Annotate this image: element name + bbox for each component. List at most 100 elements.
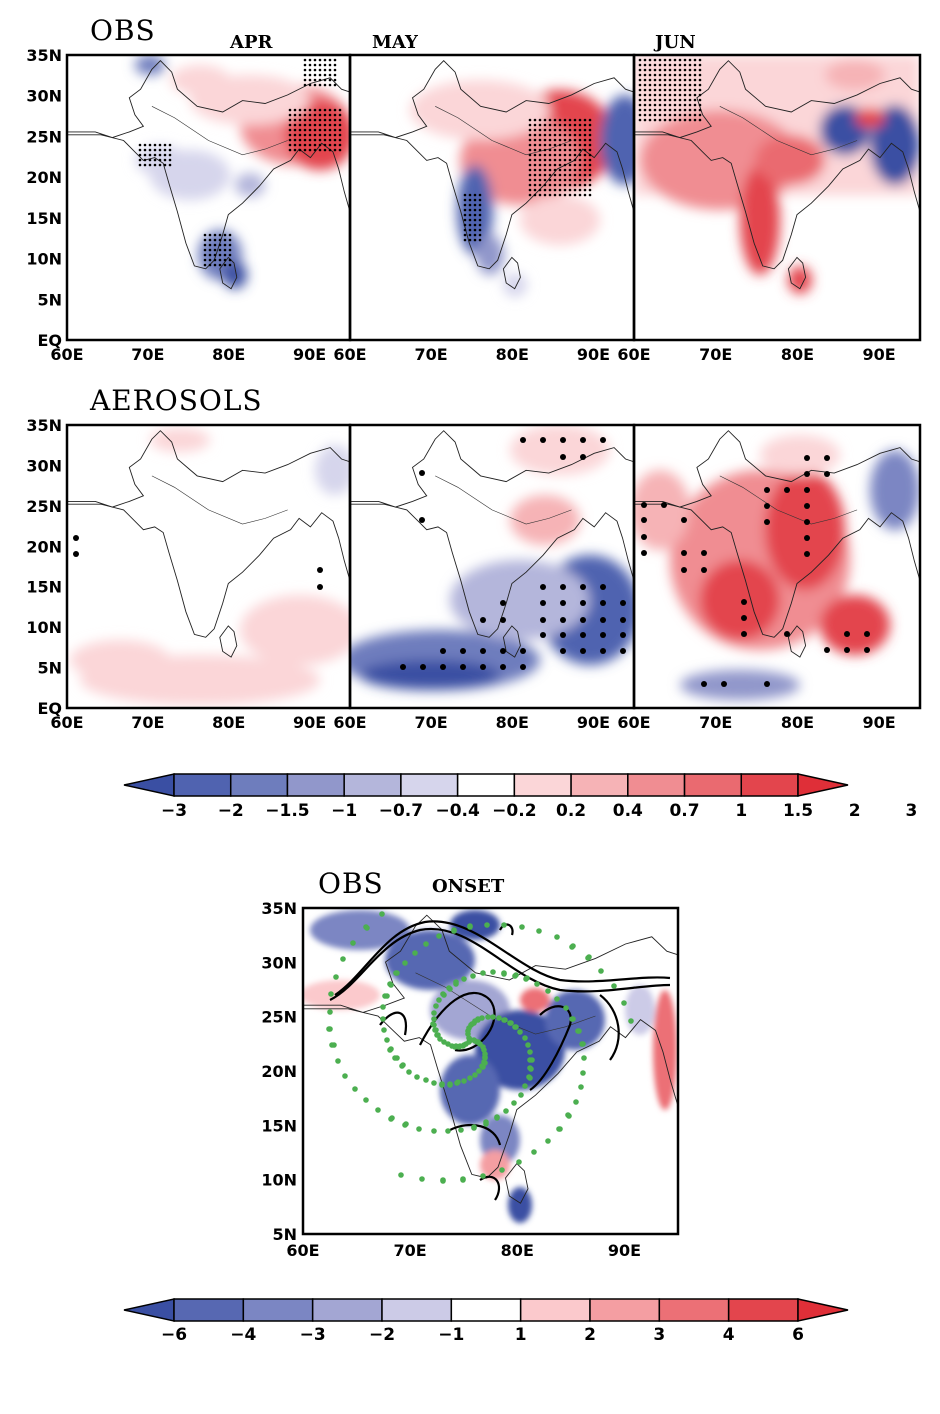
significance-dot bbox=[668, 103, 672, 107]
significance-dot-large bbox=[400, 664, 406, 670]
significance-dot-large bbox=[844, 647, 850, 653]
significance-dot bbox=[578, 118, 582, 122]
significance-dot bbox=[203, 238, 207, 242]
significance-dot bbox=[308, 143, 312, 147]
significance-dot bbox=[318, 63, 322, 67]
significance-dot bbox=[563, 138, 567, 142]
significance-dot bbox=[673, 93, 677, 97]
lat-tick-label: 25N bbox=[26, 497, 62, 516]
significance-dot bbox=[223, 263, 227, 267]
significance-dot bbox=[698, 113, 702, 117]
significance-dot bbox=[228, 263, 232, 267]
onset-dot bbox=[436, 933, 442, 939]
significance-dot bbox=[563, 158, 567, 162]
significance-dot bbox=[553, 173, 557, 177]
onset-dot bbox=[458, 1127, 464, 1133]
onset-dot bbox=[431, 1080, 437, 1086]
onset-dot bbox=[557, 1126, 563, 1132]
significance-dot bbox=[298, 113, 302, 117]
significance-dot bbox=[653, 58, 657, 62]
significance-dot bbox=[328, 63, 332, 67]
significance-dot bbox=[578, 148, 582, 152]
significance-dot bbox=[203, 263, 207, 267]
significance-dot bbox=[463, 223, 467, 227]
significance-dot bbox=[563, 123, 567, 127]
significance-dot bbox=[553, 178, 557, 182]
significance-dot bbox=[558, 148, 562, 152]
significance-dot bbox=[288, 143, 292, 147]
significance-dot bbox=[303, 113, 307, 117]
significance-dot bbox=[338, 133, 342, 137]
significance-dot bbox=[638, 113, 642, 117]
lat-tick-label: 30N bbox=[26, 456, 62, 475]
significance-dot bbox=[303, 83, 307, 87]
significance-dot bbox=[323, 138, 327, 142]
significance-dot bbox=[313, 148, 317, 152]
significance-dot bbox=[688, 113, 692, 117]
significance-dot bbox=[588, 173, 592, 177]
onset-dot bbox=[387, 981, 393, 987]
significance-dot bbox=[313, 113, 317, 117]
significance-dot bbox=[693, 78, 697, 82]
significance-dot bbox=[558, 178, 562, 182]
significance-dot bbox=[543, 183, 547, 187]
lon-tick-label: 60E bbox=[333, 345, 366, 364]
significance-dot bbox=[653, 78, 657, 82]
significance-dot-large bbox=[480, 617, 486, 623]
significance-dot bbox=[213, 263, 217, 267]
colorbar-bottom-high-arrow bbox=[797, 1298, 849, 1322]
significance-dot bbox=[228, 248, 232, 252]
onset-dot bbox=[611, 983, 617, 989]
significance-dot bbox=[313, 78, 317, 82]
significance-dot bbox=[663, 118, 667, 122]
significance-dot-large bbox=[681, 550, 687, 556]
significance-dot bbox=[673, 108, 677, 112]
significance-dot bbox=[208, 243, 212, 247]
onset-dot bbox=[513, 972, 519, 978]
significance-dot-large bbox=[764, 681, 770, 687]
significance-dot bbox=[468, 203, 472, 207]
significance-dot bbox=[553, 123, 557, 127]
significance-dot bbox=[468, 223, 472, 227]
onset-dot bbox=[446, 985, 452, 991]
significance-dot bbox=[658, 108, 662, 112]
onset-dot bbox=[461, 1078, 467, 1084]
significance-dot bbox=[563, 148, 567, 152]
onset-dot bbox=[460, 1177, 466, 1183]
significance-dot bbox=[563, 188, 567, 192]
onset-dot bbox=[472, 1072, 478, 1078]
onset-dot bbox=[412, 950, 418, 956]
significance-dot bbox=[653, 83, 657, 87]
onset-dot bbox=[513, 1024, 519, 1030]
onset-contour bbox=[529, 1005, 572, 1091]
significance-dot-large bbox=[641, 502, 647, 508]
significance-dot bbox=[588, 148, 592, 152]
significance-dot bbox=[693, 98, 697, 102]
significance-dot bbox=[643, 113, 647, 117]
onset-dot bbox=[333, 974, 339, 980]
significance-dot bbox=[528, 163, 532, 167]
significance-dot bbox=[333, 68, 337, 72]
significance-dot bbox=[473, 238, 477, 242]
significance-dot bbox=[473, 208, 477, 212]
significance-dot-large bbox=[864, 631, 870, 637]
colorbar-top-level-label: 1 bbox=[735, 801, 747, 821]
map-panel-obs-jun bbox=[634, 55, 920, 294]
significance-dot bbox=[583, 138, 587, 142]
significance-dot bbox=[678, 108, 682, 112]
onset-dot bbox=[527, 1075, 533, 1081]
significance-dot bbox=[328, 73, 332, 77]
significance-dot bbox=[313, 108, 317, 112]
significance-dot bbox=[688, 68, 692, 72]
significance-dot bbox=[533, 118, 537, 122]
significance-dot bbox=[563, 128, 567, 132]
significance-dot bbox=[573, 143, 577, 147]
significance-dot bbox=[533, 193, 537, 197]
significance-dot bbox=[583, 143, 587, 147]
significance-dot bbox=[223, 238, 227, 242]
significance-dot bbox=[643, 98, 647, 102]
significance-dot bbox=[338, 143, 342, 147]
significance-dot bbox=[323, 73, 327, 77]
significance-dot-large bbox=[580, 617, 586, 623]
significance-dot bbox=[533, 173, 537, 177]
